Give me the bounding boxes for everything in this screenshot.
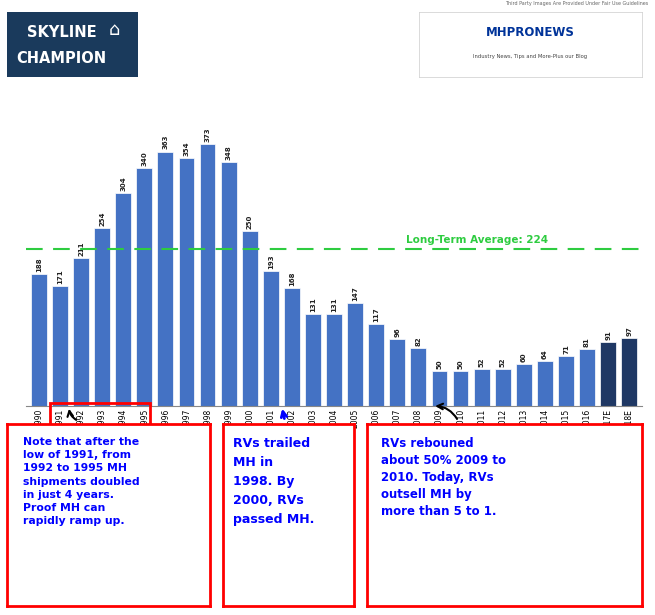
Text: 250: 250 xyxy=(247,214,253,229)
Bar xyxy=(537,361,553,406)
Bar xyxy=(600,342,616,406)
Bar xyxy=(516,364,532,406)
Text: 147: 147 xyxy=(352,286,358,301)
Text: 52: 52 xyxy=(479,358,485,367)
Bar xyxy=(136,168,152,406)
Bar xyxy=(368,324,384,406)
Bar xyxy=(390,339,405,406)
Text: 171: 171 xyxy=(57,269,63,284)
Text: Note that after the
low of 1991, from
1992 to 1995 MH
shipments doubled
in just : Note that after the low of 1991, from 19… xyxy=(23,437,140,526)
Text: Industry News, Tips and More-Plus our Blog: Industry News, Tips and More-Plus our Bl… xyxy=(474,54,588,58)
Text: RVs rebouned
about 50% 2009 to
2010. Today, RVs
outsell MH by
more than 5 to 1.: RVs rebouned about 50% 2009 to 2010. Tod… xyxy=(381,437,506,518)
Bar xyxy=(411,349,426,406)
Text: Third Party Images Are Provided Under Fair Use Guidelines: Third Party Images Are Provided Under Fa… xyxy=(505,1,648,6)
Text: 363: 363 xyxy=(162,135,168,149)
Bar xyxy=(157,151,174,406)
Text: MHPRONEWS: MHPRONEWS xyxy=(486,26,575,39)
Bar xyxy=(31,274,47,406)
Bar xyxy=(263,271,278,406)
Text: 193: 193 xyxy=(268,254,274,269)
Text: 373: 373 xyxy=(204,128,210,143)
Text: 254: 254 xyxy=(99,212,105,226)
Text: Long-Term Average: 224: Long-Term Average: 224 xyxy=(405,235,548,245)
Text: 96: 96 xyxy=(394,327,400,336)
Text: 91: 91 xyxy=(605,330,611,340)
Bar xyxy=(495,370,511,406)
Text: 117: 117 xyxy=(373,307,379,322)
Bar xyxy=(558,356,574,406)
Text: ⌂: ⌂ xyxy=(108,22,120,39)
Text: 82: 82 xyxy=(415,336,421,346)
Text: 52: 52 xyxy=(500,358,506,367)
Bar xyxy=(347,303,363,406)
Text: 131: 131 xyxy=(331,298,337,312)
Bar xyxy=(94,228,110,406)
Text: 97: 97 xyxy=(626,326,632,336)
Text: 50: 50 xyxy=(458,359,464,369)
Text: 64: 64 xyxy=(542,349,548,359)
Text: CHAMPION: CHAMPION xyxy=(16,51,107,66)
Text: 354: 354 xyxy=(183,141,189,156)
Bar xyxy=(622,338,637,406)
Text: 211: 211 xyxy=(78,242,84,256)
Bar xyxy=(52,286,68,406)
Bar xyxy=(579,349,595,406)
Bar xyxy=(242,231,257,406)
Text: SKYLINE: SKYLINE xyxy=(27,25,96,41)
Text: 81: 81 xyxy=(584,337,590,347)
Text: RVs trailed
MH in
1998. By
2000, RVs
passed MH.: RVs trailed MH in 1998. By 2000, RVs pas… xyxy=(233,437,314,526)
Bar xyxy=(326,314,342,406)
Bar xyxy=(179,158,195,406)
Bar xyxy=(200,145,215,406)
Text: 71: 71 xyxy=(563,344,569,354)
Bar xyxy=(73,258,89,406)
Text: 188: 188 xyxy=(36,258,42,272)
Bar xyxy=(284,288,300,406)
Bar xyxy=(474,370,489,406)
Bar xyxy=(305,314,321,406)
Bar xyxy=(221,162,236,406)
Text: 168: 168 xyxy=(289,272,295,286)
Text: 340: 340 xyxy=(141,151,147,165)
Text: 348: 348 xyxy=(225,145,232,160)
Text: 50: 50 xyxy=(436,359,443,369)
Bar xyxy=(453,371,468,406)
Text: 60: 60 xyxy=(521,352,527,362)
Bar xyxy=(432,371,447,406)
Text: 131: 131 xyxy=(310,298,316,312)
Text: 304: 304 xyxy=(121,176,126,191)
Bar xyxy=(115,193,131,406)
